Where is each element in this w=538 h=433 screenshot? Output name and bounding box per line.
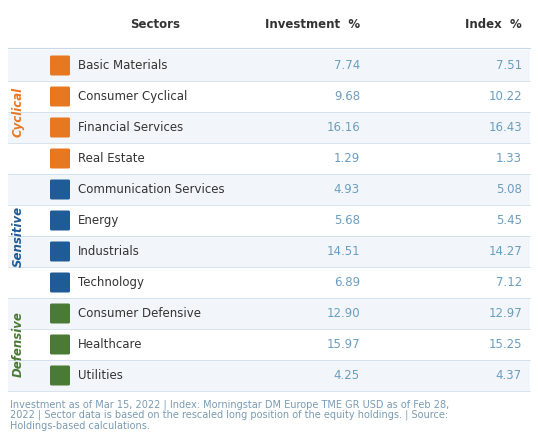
Text: 7.74: 7.74 — [334, 59, 360, 72]
Text: 12.90: 12.90 — [327, 307, 360, 320]
Text: 4.93: 4.93 — [334, 183, 360, 196]
Text: 15.97: 15.97 — [327, 338, 360, 351]
Text: Healthcare: Healthcare — [78, 338, 143, 351]
Bar — [8, 298, 530, 329]
Text: 5.08: 5.08 — [496, 183, 522, 196]
Text: 1.29: 1.29 — [334, 152, 360, 165]
Text: 1.33: 1.33 — [496, 152, 522, 165]
Text: 2022 | Sector data is based on the rescaled long position of the equity holdings: 2022 | Sector data is based on the resca… — [10, 410, 448, 420]
Text: Communication Services: Communication Services — [78, 183, 225, 196]
Text: 5.45: 5.45 — [496, 214, 522, 227]
Text: 7.12: 7.12 — [495, 276, 522, 289]
Text: Sensitive: Sensitive — [11, 205, 25, 267]
FancyBboxPatch shape — [50, 272, 70, 293]
Text: 7.51: 7.51 — [496, 59, 522, 72]
Text: Consumer Cyclical: Consumer Cyclical — [78, 90, 187, 103]
Text: 4.37: 4.37 — [496, 369, 522, 382]
FancyBboxPatch shape — [50, 335, 70, 355]
Text: 12.97: 12.97 — [489, 307, 522, 320]
Bar — [8, 50, 530, 81]
Bar — [8, 360, 530, 391]
Text: 9.68: 9.68 — [334, 90, 360, 103]
Bar — [8, 81, 530, 112]
FancyBboxPatch shape — [50, 180, 70, 200]
Text: Holdings-based calculations.: Holdings-based calculations. — [10, 421, 150, 431]
Text: Technology: Technology — [78, 276, 144, 289]
Text: Cyclical: Cyclical — [11, 87, 25, 137]
Bar — [8, 143, 530, 174]
Text: 14.51: 14.51 — [327, 245, 360, 258]
Text: Defensive: Defensive — [11, 312, 25, 378]
FancyBboxPatch shape — [50, 149, 70, 168]
Bar — [8, 174, 530, 205]
Bar — [8, 205, 530, 236]
FancyBboxPatch shape — [50, 304, 70, 323]
Text: Investment as of Mar 15, 2022 | Index: Morningstar DM Europe TME GR USD as of Fe: Investment as of Mar 15, 2022 | Index: M… — [10, 399, 449, 410]
FancyBboxPatch shape — [50, 365, 70, 385]
Text: Sectors: Sectors — [130, 18, 180, 31]
Bar — [8, 236, 530, 267]
FancyBboxPatch shape — [50, 55, 70, 75]
FancyBboxPatch shape — [50, 242, 70, 262]
Text: Basic Materials: Basic Materials — [78, 59, 167, 72]
Text: 10.22: 10.22 — [489, 90, 522, 103]
Text: Industrials: Industrials — [78, 245, 140, 258]
Text: Utilities: Utilities — [78, 369, 123, 382]
Text: 6.89: 6.89 — [334, 276, 360, 289]
Text: Index  %: Index % — [465, 18, 522, 31]
Text: Investment  %: Investment % — [265, 18, 360, 31]
Text: 16.43: 16.43 — [489, 121, 522, 134]
Text: 5.68: 5.68 — [334, 214, 360, 227]
FancyBboxPatch shape — [50, 117, 70, 138]
Bar — [8, 267, 530, 298]
Text: Real Estate: Real Estate — [78, 152, 145, 165]
Text: Consumer Defensive: Consumer Defensive — [78, 307, 201, 320]
Text: Financial Services: Financial Services — [78, 121, 183, 134]
Text: 4.25: 4.25 — [334, 369, 360, 382]
Text: 14.27: 14.27 — [489, 245, 522, 258]
Text: 15.25: 15.25 — [489, 338, 522, 351]
Bar — [8, 112, 530, 143]
Text: 16.16: 16.16 — [326, 121, 360, 134]
Text: Energy: Energy — [78, 214, 119, 227]
FancyBboxPatch shape — [50, 210, 70, 230]
FancyBboxPatch shape — [50, 87, 70, 107]
Bar — [8, 329, 530, 360]
